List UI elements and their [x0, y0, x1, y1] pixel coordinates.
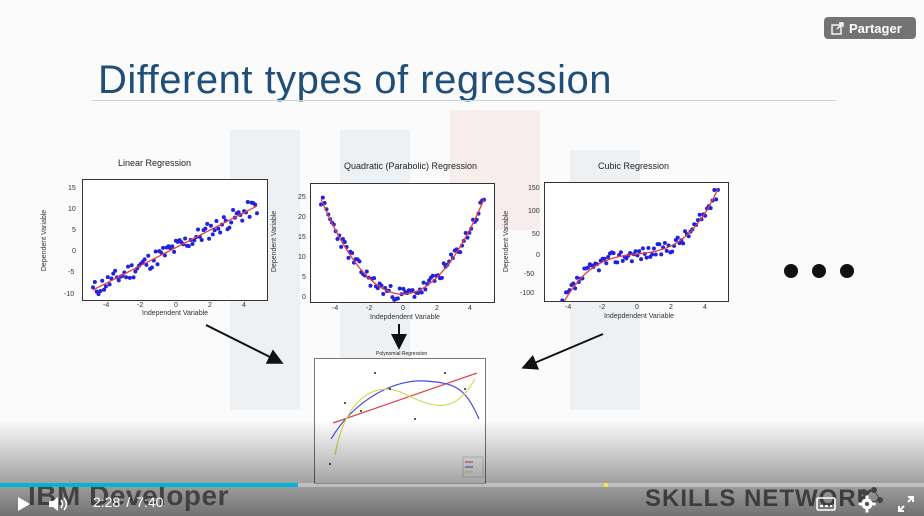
plot-title: Cubic Regression — [598, 161, 670, 171]
x-tick: -2 — [366, 305, 373, 312]
y-tick: 0 — [302, 294, 306, 301]
progress-track[interactable] — [0, 483, 924, 487]
quadratic-regression-plot: Quadratic (Parabolic) Regression Indepde… — [271, 158, 503, 328]
x-tick: 4 — [703, 304, 707, 311]
polynomial-fit — [329, 372, 484, 478]
y-tick: -5 — [68, 269, 75, 276]
skills-network-logo: SKILLS NETWORK — [645, 485, 875, 512]
arrow-cubic — [521, 333, 604, 370]
linear-regression-plot: Linear Regression Independent Variable D… — [41, 155, 275, 325]
settings-icon — [858, 495, 876, 513]
y-tick: 10 — [68, 206, 76, 213]
captions-button[interactable] — [815, 495, 837, 513]
arrow-linear — [205, 324, 284, 364]
plot-frame — [314, 358, 486, 484]
y-tick: -50 — [524, 271, 535, 278]
x-axis-label: Indepdendent Variable — [370, 314, 440, 321]
y-tick: 0 — [72, 248, 76, 255]
x-tick: 2 — [669, 304, 673, 311]
y-tick: 5 — [302, 274, 306, 281]
x-tick: 4 — [242, 302, 246, 309]
x-tick: 4 — [468, 305, 472, 312]
polynomial-regression-plot: Polynomial Regression — [306, 350, 490, 490]
x-tick: -2 — [137, 302, 144, 309]
share-icon — [831, 21, 844, 35]
plot-title: Polynomial Regression — [376, 351, 428, 357]
fullscreen-icon — [898, 496, 914, 512]
x-axis-label: Independent Variable — [142, 310, 209, 317]
title-divider — [92, 100, 836, 101]
x-axis-label: Indepdendent Variable — [604, 313, 674, 320]
x-tick: -4 — [332, 305, 339, 312]
y-tick: 100 — [528, 208, 540, 215]
volume-icon — [49, 497, 68, 511]
duration: 7:40 — [136, 494, 164, 510]
linear-scatter — [91, 200, 259, 297]
y-tick: 5 — [72, 227, 76, 234]
volume-button[interactable] — [46, 495, 72, 513]
x-tick: 0 — [401, 305, 405, 312]
y-tick: 10 — [298, 254, 306, 261]
plot-frame — [82, 179, 268, 301]
y-tick: 20 — [298, 214, 306, 221]
quadratic-scatter — [319, 195, 486, 302]
x-tick: 0 — [174, 302, 178, 309]
plot-frame — [310, 183, 495, 303]
captions-icon — [816, 497, 836, 511]
time-separator: / — [126, 494, 131, 510]
x-tick: 2 — [208, 302, 212, 309]
play-icon — [18, 497, 30, 511]
y-tick: 25 — [298, 194, 306, 201]
time-display: 2:28 / 7:40 — [93, 494, 163, 510]
share-label: Partager — [849, 20, 902, 36]
cubic-regression-plot: Cubic Regression Indepdendent Variable D… — [503, 158, 735, 328]
y-tick: 150 — [528, 185, 540, 192]
y-tick: -100 — [520, 290, 535, 297]
plot-title: Quadratic (Parabolic) Regression — [344, 161, 478, 171]
y-tick: -10 — [64, 291, 75, 298]
y-tick: 15 — [68, 185, 76, 192]
plot-title: Linear Regression — [118, 158, 192, 168]
fullscreen-button[interactable] — [895, 494, 917, 514]
x-tick: 0 — [635, 304, 639, 311]
chapter-marker — [604, 483, 608, 487]
ellipsis-icon — [784, 264, 854, 278]
x-tick: -4 — [103, 302, 110, 309]
progress-played — [0, 483, 298, 487]
x-tick: 2 — [435, 305, 439, 312]
y-tick: 0 — [536, 252, 540, 259]
y-tick: 15 — [298, 234, 306, 241]
current-time: 2:28 — [93, 494, 121, 510]
play-button[interactable] — [14, 495, 34, 513]
x-tick: -4 — [565, 304, 572, 311]
plot-frame — [544, 182, 729, 320]
settings-button[interactable] — [856, 494, 878, 514]
x-tick: -2 — [599, 304, 606, 311]
share-button[interactable]: Partager — [824, 17, 916, 39]
slide-title: Different types of regression — [98, 58, 613, 102]
y-tick: 50 — [532, 231, 540, 238]
